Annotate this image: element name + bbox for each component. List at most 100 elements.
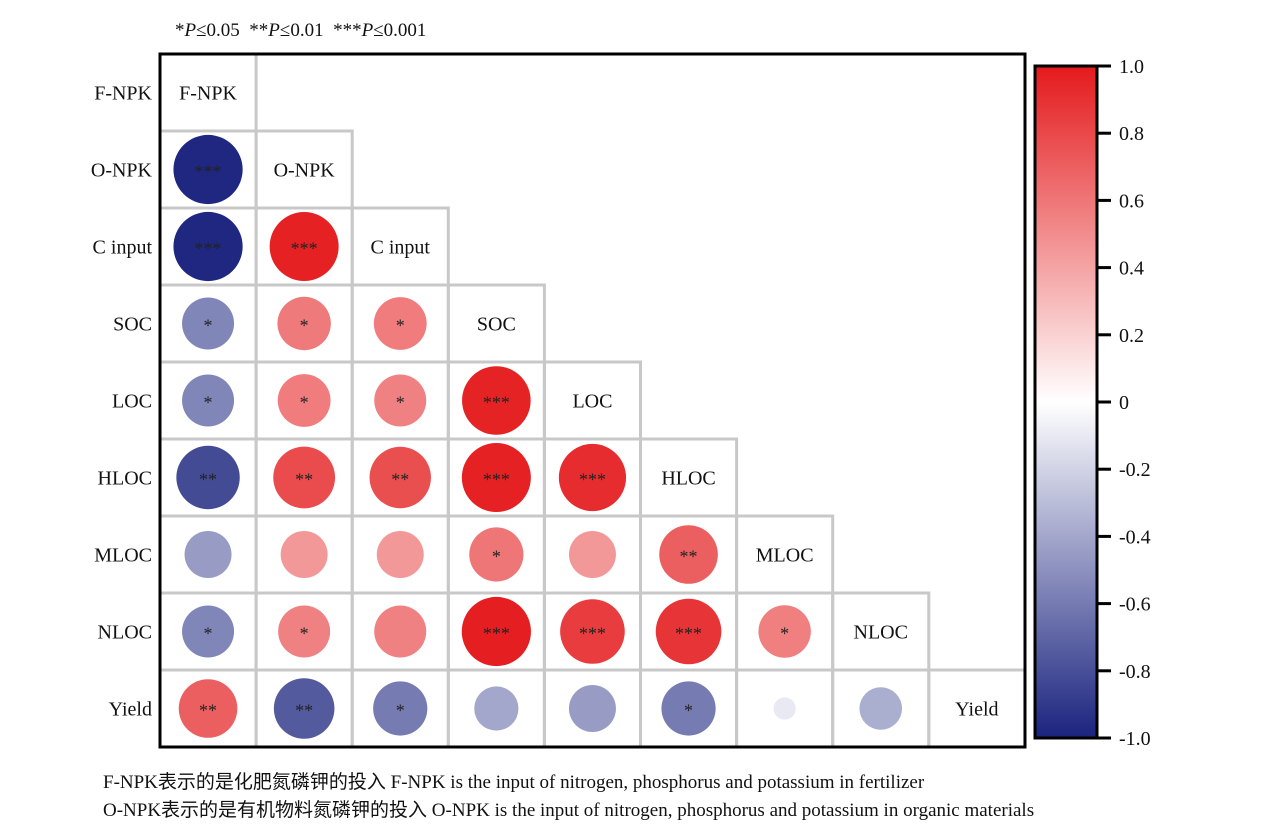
corr-circle-3-2	[373, 297, 427, 350]
corr-circle-8-5	[661, 681, 716, 736]
diagonal-label: LOC	[572, 391, 612, 413]
corr-circle-6-3	[469, 527, 524, 582]
colorbar-tick-label: -1.0	[1119, 728, 1151, 750]
corr-circle-7-3	[461, 596, 531, 667]
row-label: HLOC	[98, 468, 152, 490]
significance-mark: **	[391, 470, 409, 490]
corr-circle-8-1	[273, 678, 335, 739]
corr-circle-6-4	[568, 531, 616, 578]
corr-circle-4-3	[462, 366, 531, 435]
corr-circle-3-1	[277, 296, 331, 351]
significance-mark: *	[684, 701, 693, 721]
significance-mark: *	[300, 624, 309, 644]
colorbar-gradient	[1033, 64, 1099, 740]
corr-circle-7-6	[758, 605, 811, 658]
diagonal-label: C input	[371, 237, 431, 259]
row-label: O-NPK	[91, 160, 153, 182]
corr-circle-3-0	[182, 297, 235, 350]
corr-circle-8-3	[474, 686, 519, 731]
row-label: NLOC	[98, 622, 152, 644]
corr-circle-5-1	[273, 446, 336, 509]
diagonal-label: HLOC	[661, 468, 715, 490]
corr-circle-7-0	[182, 605, 235, 658]
note-o-npk: O-NPK表示的是有机物料氮磷钾的投入 O-NPK is the input o…	[103, 800, 1035, 821]
significance-mark: ***	[579, 470, 606, 490]
corr-circle-6-0	[184, 531, 232, 578]
colorbar-tick-label: 0.4	[1119, 258, 1144, 280]
colorbar-tick-label: -0.6	[1119, 594, 1151, 616]
colorbar-tick-label: 1.0	[1119, 56, 1144, 78]
significance-mark: **	[680, 547, 698, 567]
corr-circle-4-0	[182, 374, 235, 427]
diagonal-label: F-NPK	[179, 83, 237, 105]
corr-circle-7-4	[560, 599, 625, 664]
significance-mark: **	[295, 701, 313, 721]
colorbar-tick-label: 0.6	[1119, 190, 1144, 212]
diagonal-label: O-NPK	[274, 160, 336, 182]
row-label: LOC	[112, 391, 152, 413]
corr-circle-7-5	[655, 598, 722, 665]
corr-circle-1-0	[173, 134, 243, 205]
significance-mark: ***	[291, 239, 318, 259]
corr-circle-2-0	[173, 211, 243, 282]
corr-circle-8-4	[568, 685, 616, 732]
row-label: MLOC	[94, 545, 152, 567]
colorbar: 1.0 0.8 0.6 0.4 0.2 0 -0.2 -0.4 -0.6 -0.8 -1.0	[1033, 56, 1151, 750]
corr-circle-4-1	[277, 374, 331, 427]
matrix-frame	[158, 52, 1027, 749]
significance-mark: *	[204, 316, 213, 336]
corr-circle-4-2	[374, 374, 427, 427]
significance-mark: *	[492, 547, 501, 567]
corr-circle-2-1	[269, 212, 339, 281]
row-label: Yield	[109, 699, 152, 721]
corr-circle-6-1	[280, 531, 328, 578]
corr-circle-8-2	[373, 681, 428, 736]
significance-mark: *	[396, 701, 405, 721]
colorbar-tick-label: 0.8	[1119, 123, 1144, 145]
colorbar-tick-label: 0.2	[1119, 325, 1144, 347]
significance-mark: *	[780, 624, 789, 644]
significance-mark: **	[199, 470, 217, 490]
significance-mark: ***	[195, 162, 222, 182]
significance-mark: ***	[579, 624, 606, 644]
significance-mark: ***	[483, 624, 510, 644]
corr-circle-8-6	[773, 697, 796, 720]
significance-mark: *	[300, 316, 309, 336]
corr-circle-5-4	[558, 443, 627, 512]
significance-mark: *	[396, 316, 405, 336]
corr-circle-5-2	[369, 446, 431, 509]
row-label: SOC	[113, 314, 152, 336]
corr-circle-8-0	[178, 679, 238, 738]
significance-mark: ***	[195, 239, 222, 259]
significance-mark: **	[295, 470, 313, 490]
corr-circle-6-5	[659, 525, 718, 584]
significance-mark: *	[300, 393, 309, 413]
corr-circle-5-3	[461, 443, 531, 512]
significance-mark: **	[199, 701, 217, 721]
colorbar-tick-label: -0.2	[1119, 459, 1151, 481]
corr-circle-5-0	[176, 445, 240, 510]
corr-circle-6-2	[376, 531, 424, 578]
matrix-labels: F-NPK O-NPK C input SOC LOC HLOC MLOC NLOC Yield…	[91, 83, 999, 721]
significance-legend: *P≤0.05 **P≤0.01 ***P≤0.001	[175, 20, 427, 41]
row-label: C input	[93, 237, 153, 259]
colorbar-tick-label: -0.8	[1119, 661, 1151, 683]
colorbar-tick-label: -0.4	[1119, 526, 1151, 548]
corr-circle-7-2	[374, 605, 427, 658]
note-f-npk: F-NPK表示的是化肥氮磷钾的投入 F-NPK is the input of …	[103, 772, 925, 793]
colorbar-tick-label: 0	[1119, 392, 1129, 414]
significance-mark: ***	[483, 393, 510, 413]
row-label: F-NPK	[94, 83, 152, 105]
diagonal-label: MLOC	[756, 545, 814, 567]
diagonal-label: Yield	[955, 699, 998, 721]
corr-circle-7-1	[278, 605, 331, 658]
significance-mark: *	[396, 393, 405, 413]
correlation-circles: ****** **** * ** * * ***** ** ** *** **** *** * *** **…	[173, 134, 903, 739]
significance-mark: ***	[675, 624, 702, 644]
significance-mark: *	[204, 393, 213, 413]
significance-mark: ***	[483, 470, 510, 490]
diagonal-label: NLOC	[854, 622, 908, 644]
corr-circle-8-7	[859, 687, 903, 730]
diagonal-label: SOC	[477, 314, 516, 336]
